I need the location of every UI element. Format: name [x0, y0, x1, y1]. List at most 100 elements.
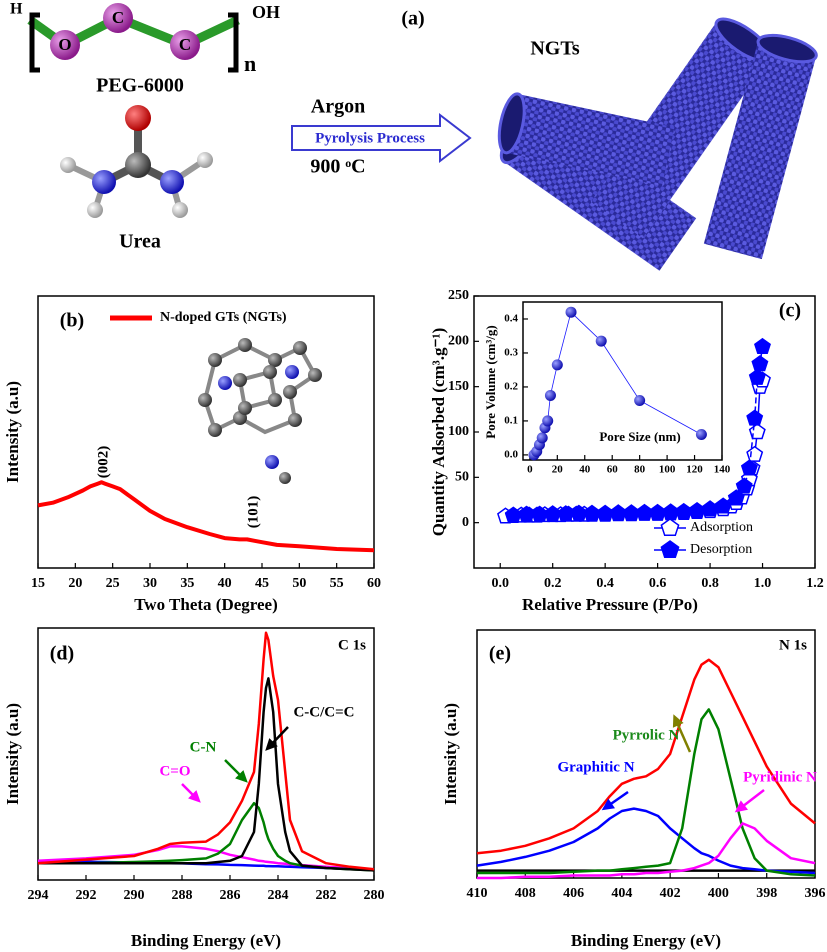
y-tick-label: 150: [448, 379, 469, 394]
y-tick-label: 0.2: [504, 380, 518, 392]
point: [754, 337, 771, 354]
atom-label: C: [112, 8, 124, 27]
point: [634, 395, 646, 407]
x-axis-title: Binding Energy (eV): [571, 931, 721, 950]
point: [675, 502, 693, 520]
x-tick-label: 292: [76, 888, 97, 903]
label: H: [10, 1, 23, 18]
point: [565, 306, 577, 318]
atom: [170, 30, 200, 60]
x-axis-title: Pore Size (nm): [599, 429, 680, 444]
x-tick-label: 406: [563, 886, 584, 901]
panel-label: (a): [401, 8, 424, 30]
plot-frame: [522, 301, 723, 461]
x-tick-label: 20: [68, 576, 82, 591]
x-tick-label: 55: [330, 576, 344, 591]
x-tick-label: 60: [367, 576, 381, 591]
x-axis-title: Two Theta (Degree): [134, 595, 278, 614]
point: [551, 359, 563, 371]
x-tick-label: 60: [607, 464, 619, 476]
x-tick-label: 140: [714, 464, 731, 476]
series-line: [476, 658, 816, 855]
label: OH: [252, 2, 280, 22]
annotation: Pyrrolic N: [613, 727, 680, 743]
x-tick-label: 0: [527, 464, 533, 476]
atom-label: C: [179, 35, 191, 54]
x-axis-title: Relative Pressure (P/Po): [522, 595, 698, 614]
point: [740, 459, 758, 476]
point: [748, 423, 766, 440]
point: [727, 489, 745, 506]
annotation: N 1s: [779, 637, 807, 653]
legend-label: Desorption: [690, 542, 752, 557]
label: Argon: [311, 96, 365, 118]
x-tick-label: 402: [660, 886, 681, 901]
atom: [87, 202, 103, 218]
point: [662, 503, 680, 520]
atom: [125, 152, 151, 178]
y-tick-label: 100: [448, 424, 469, 439]
x-tick-label: 284: [268, 888, 289, 903]
series-line: [37, 480, 375, 553]
y-tick-label: 250: [448, 288, 469, 303]
series-line: [477, 822, 816, 880]
point: [714, 497, 732, 514]
annotation-arrowhead: [235, 770, 248, 783]
label: NGTs: [530, 38, 580, 60]
arrow: [291, 112, 472, 164]
annotation: C-N: [190, 739, 217, 755]
x-tick-label: 40: [579, 464, 591, 476]
y-tick-label: 50: [455, 470, 469, 485]
legend-marker: [660, 518, 680, 537]
point: [544, 389, 556, 401]
y-axis-title: Intensity (a.u): [441, 703, 460, 805]
atom: [50, 30, 80, 60]
x-tick-label: 100: [659, 464, 676, 476]
x-tick-label: 398: [756, 886, 777, 901]
annotation: C-C/C=C: [293, 704, 354, 720]
point: [695, 429, 707, 441]
label: Urea: [119, 231, 161, 253]
bracket: [228, 12, 239, 73]
annotation-arrowhead: [734, 800, 748, 813]
x-axis-title: Binding Energy (eV): [131, 931, 281, 950]
x-tick-label: 400: [708, 886, 729, 901]
atom: [60, 157, 76, 173]
point: [748, 368, 766, 385]
annotation: (101): [245, 496, 261, 529]
x-tick-label: 0.4: [596, 576, 614, 591]
x-tick-label: 0.6: [649, 576, 667, 591]
annotation-arrowhead: [601, 798, 615, 811]
plot-frame: [37, 295, 375, 569]
atom-label: O: [58, 35, 71, 54]
annotation: C=O: [159, 763, 190, 779]
atom: [172, 202, 188, 218]
molecule: [198, 338, 322, 484]
x-tick-label: 35: [180, 576, 194, 591]
point: [746, 445, 764, 462]
point: [536, 432, 548, 444]
x-tick-label: 40: [218, 576, 232, 591]
atom: [103, 3, 133, 33]
x-tick-label: 396: [805, 886, 826, 901]
label: 900 ᵒC: [310, 156, 365, 178]
series-line: [477, 708, 816, 877]
label: n: [244, 51, 256, 76]
annotation: Pyridinic N: [743, 769, 817, 785]
panel-label: (d): [50, 643, 74, 665]
peg-bonds: [62, 13, 240, 50]
x-tick-label: 290: [124, 888, 145, 903]
x-tick-label: 80: [634, 464, 646, 476]
x-tick-label: 280: [364, 888, 385, 903]
x-tick-label: 1.2: [806, 576, 824, 591]
annotation: (002): [95, 446, 111, 479]
panel-label: (e): [489, 643, 511, 665]
series-line: [38, 801, 375, 872]
legend-marker: [660, 540, 680, 559]
plot-frame: [476, 629, 816, 879]
y-tick-label: 0.0: [504, 448, 518, 460]
x-tick-label: 1.0: [754, 576, 772, 591]
y-tick-label: 0: [462, 515, 469, 530]
point: [542, 415, 554, 427]
annotation: Graphitic N: [557, 759, 634, 775]
